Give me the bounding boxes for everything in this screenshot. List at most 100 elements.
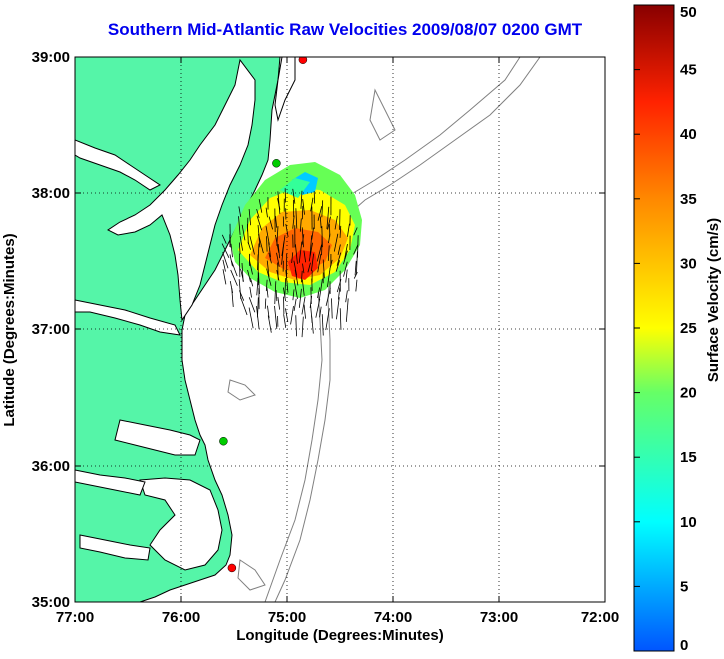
velocity-vector: [266, 287, 269, 298]
velocity-vector: [321, 200, 324, 218]
velocity-vector: [258, 272, 260, 294]
velocity-vector: [248, 259, 253, 275]
velocity-vector: [281, 241, 285, 265]
velocity-vector: [256, 305, 260, 330]
velocity-vector: [248, 209, 252, 226]
velocity-vector: [267, 305, 270, 319]
velocity-vector: [355, 279, 358, 292]
velocity-vector: [258, 199, 263, 213]
velocity-vector: [317, 253, 322, 273]
velocity-vector: [293, 260, 298, 276]
velocity-vector: [303, 250, 307, 263]
velocity-vector: [319, 216, 322, 229]
velocity-vector: [274, 305, 278, 329]
velocity-vector: [238, 206, 242, 217]
velocity-vector: [310, 197, 314, 212]
velocity-vector: [325, 308, 330, 331]
velocity-vector: [229, 254, 233, 267]
x-tick-label: 73:00: [480, 609, 518, 626]
velocity-vector: [335, 260, 340, 272]
velocity-vector: [311, 227, 315, 240]
velocity-vector: [230, 269, 238, 286]
y-tick-label: 35:00: [32, 594, 70, 611]
velocity-vector: [275, 289, 278, 302]
potomac-river: [75, 139, 161, 191]
colorbar-tick-label: 30: [680, 255, 697, 272]
james-river: [75, 299, 181, 336]
velocity-vector: [290, 306, 294, 325]
velocity-vector: [354, 260, 357, 276]
velocity-vector: [317, 287, 321, 299]
colorbar-tick-label: 0: [680, 637, 688, 654]
velocity-vector: [295, 244, 298, 264]
velocity-vector: [285, 223, 289, 238]
velocity-vector: [265, 207, 268, 218]
velocity-vector: [353, 272, 358, 279]
station-marker: [219, 436, 228, 446]
velocity-vector: [256, 277, 259, 296]
pamlico-sound: [139, 477, 223, 571]
velocity-vector: [326, 206, 330, 229]
delaware-bay: [274, 57, 296, 122]
velocity-vector: [295, 315, 297, 337]
y-tick-labels: 39:00 38:00 37:00 36:00 35:00: [32, 49, 70, 611]
x-axis-title: Longitude (Degrees:Minutes): [236, 627, 444, 644]
velocity-vector: [222, 269, 227, 285]
velocity-vector: [337, 287, 341, 300]
velocity-vector: [256, 215, 262, 231]
velocity-vector: [325, 288, 331, 307]
velocity-vector: [327, 268, 331, 287]
velocity-vector: [315, 298, 321, 318]
y-axis-title: Latitude (Degrees:Minutes): [1, 233, 18, 426]
y-tick-label: 36:00: [32, 458, 70, 475]
colorbar-tick-label: 50: [680, 4, 697, 21]
velocity-vector: [265, 279, 268, 292]
velocity-vector: [318, 278, 323, 301]
colorbar: 0 5 10 15 20 25 30 35 40 45 50 Surface Velocity (c…: [633, 4, 722, 654]
velocity-vector: [257, 254, 259, 271]
velocity-vector: [293, 279, 298, 300]
velocity-vector: [268, 252, 272, 264]
velocity-vector: [307, 262, 311, 273]
velocity-vector: [240, 268, 244, 282]
pamlico-river: [75, 469, 146, 496]
x-tick-label: 77:00: [56, 609, 94, 626]
radar-stations: [219, 57, 308, 573]
velocity-vector: [336, 297, 340, 320]
velocity-vector: [336, 279, 342, 293]
x-tick-label: 76:00: [162, 609, 200, 626]
y-tick-label: 39:00: [32, 49, 70, 66]
velocity-vector: [276, 270, 280, 281]
velocity-vector: [277, 296, 281, 310]
velocity-vector: [222, 252, 229, 269]
velocity-vector: [317, 206, 323, 221]
velocity-vector: [328, 233, 331, 244]
velocity-field: [230, 162, 362, 298]
velocity-vector: [301, 234, 305, 245]
velocity-vector: [247, 241, 251, 250]
velocity-vector: [316, 244, 322, 262]
x-tick-label: 72:00: [581, 609, 619, 626]
velocity-vector: [345, 290, 348, 303]
velocity-vector: [327, 216, 331, 230]
velocity-vector: [321, 314, 324, 336]
colorbar-tick-label: 5: [680, 578, 688, 595]
velocity-vector: [294, 269, 299, 286]
x-tick-label: 74:00: [374, 609, 412, 626]
velocity-vector: [298, 241, 303, 263]
velocity-vector: [300, 190, 303, 209]
velocity-vector: [308, 242, 313, 262]
colorbar-tick-label: 45: [680, 62, 697, 79]
velocity-vector: [336, 252, 342, 266]
y-tick-label: 38:00: [32, 185, 70, 202]
velocity-vector: [256, 208, 260, 219]
velocity-vector: [285, 308, 289, 323]
velocity-vector: [353, 244, 359, 255]
velocity-vector: [246, 224, 249, 244]
chesapeake-bay: [107, 58, 256, 322]
colorbar-tick-label: 20: [680, 385, 697, 402]
velocity-vector: [249, 235, 255, 255]
velocity-vector: [292, 289, 295, 301]
velocity-vector: [239, 235, 244, 251]
velocity-vector: [301, 227, 304, 248]
